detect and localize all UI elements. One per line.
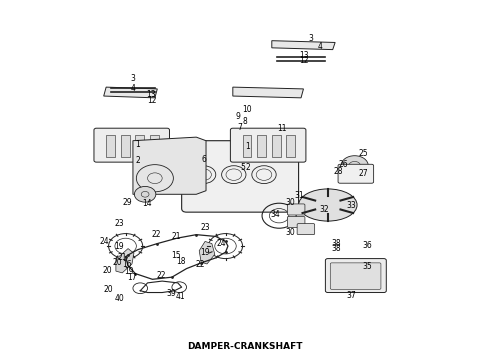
Text: 17: 17 [127,273,137,282]
Text: 31: 31 [295,190,304,199]
FancyBboxPatch shape [325,258,386,293]
FancyBboxPatch shape [288,204,305,215]
Text: 20: 20 [112,258,122,267]
Text: 37: 37 [346,291,356,300]
Circle shape [134,186,156,202]
Text: 35: 35 [363,262,373,271]
Bar [287,135,295,157]
Bar [106,135,115,157]
Text: 19: 19 [115,242,124,251]
Bar [243,135,251,157]
Text: 4: 4 [130,84,135,93]
Bar [135,135,144,157]
FancyBboxPatch shape [230,128,306,162]
Bar [272,135,281,157]
Text: 1: 1 [135,140,140,149]
Text: 27: 27 [358,169,368,178]
Text: 21: 21 [171,231,180,240]
Text: 3: 3 [308,35,313,44]
Text: 3: 3 [130,74,135,83]
Text: 22: 22 [156,271,166,280]
Polygon shape [133,137,206,194]
Text: 38: 38 [332,244,342,253]
Text: 25: 25 [358,149,368,158]
Text: 38: 38 [332,239,342,248]
Text: 36: 36 [363,240,373,249]
Text: 10: 10 [243,105,252,114]
Text: 5: 5 [240,163,245,172]
Text: 13: 13 [299,51,309,60]
Text: 19: 19 [200,248,210,257]
Text: 9: 9 [235,112,240,121]
Text: 20: 20 [104,285,113,294]
Text: 34: 34 [270,210,280,219]
Text: 22: 22 [196,260,205,269]
Text: 8: 8 [243,117,247,126]
Text: 22: 22 [151,230,161,239]
FancyBboxPatch shape [182,141,298,212]
Polygon shape [272,41,335,50]
Text: 32: 32 [319,205,329,214]
Text: 41: 41 [176,292,186,301]
Text: 1: 1 [245,141,250,150]
Text: 18: 18 [176,257,185,266]
Bar [150,135,159,157]
Text: 23: 23 [115,219,124,228]
Text: 26: 26 [339,160,348,169]
FancyBboxPatch shape [297,224,315,235]
Polygon shape [104,87,157,98]
Text: 13: 13 [147,90,156,99]
Text: 30: 30 [285,228,294,237]
Polygon shape [199,242,215,264]
Text: 2: 2 [135,156,140,165]
Text: 29: 29 [122,198,132,207]
Text: 16: 16 [122,260,132,269]
Bar [257,135,266,157]
Text: 14: 14 [142,199,151,208]
FancyBboxPatch shape [288,216,305,228]
Text: 20: 20 [103,266,112,275]
Text: 19: 19 [124,267,134,276]
Bar [121,135,129,157]
Text: 15: 15 [171,251,181,260]
Text: 24: 24 [217,239,226,248]
Text: 4: 4 [318,41,323,50]
Text: 24: 24 [100,237,109,246]
FancyBboxPatch shape [94,128,170,162]
Polygon shape [233,87,303,98]
Circle shape [341,156,368,176]
Text: 12: 12 [300,56,309,65]
Text: 28: 28 [334,167,343,176]
FancyBboxPatch shape [338,164,374,183]
Text: 12: 12 [147,96,156,105]
FancyBboxPatch shape [330,263,381,289]
Polygon shape [116,249,134,273]
Text: 2: 2 [245,163,250,172]
Text: 11: 11 [277,124,286,133]
Text: 39: 39 [166,289,176,298]
Text: 40: 40 [115,294,124,303]
Ellipse shape [298,189,357,221]
Text: 7: 7 [238,123,243,132]
Text: DAMPER-CRANKSHAFT: DAMPER-CRANKSHAFT [187,342,303,351]
Text: 21: 21 [118,253,127,262]
Text: 6: 6 [201,155,206,164]
Text: 33: 33 [346,201,356,210]
Text: 23: 23 [200,222,210,231]
Text: 30: 30 [285,198,294,207]
